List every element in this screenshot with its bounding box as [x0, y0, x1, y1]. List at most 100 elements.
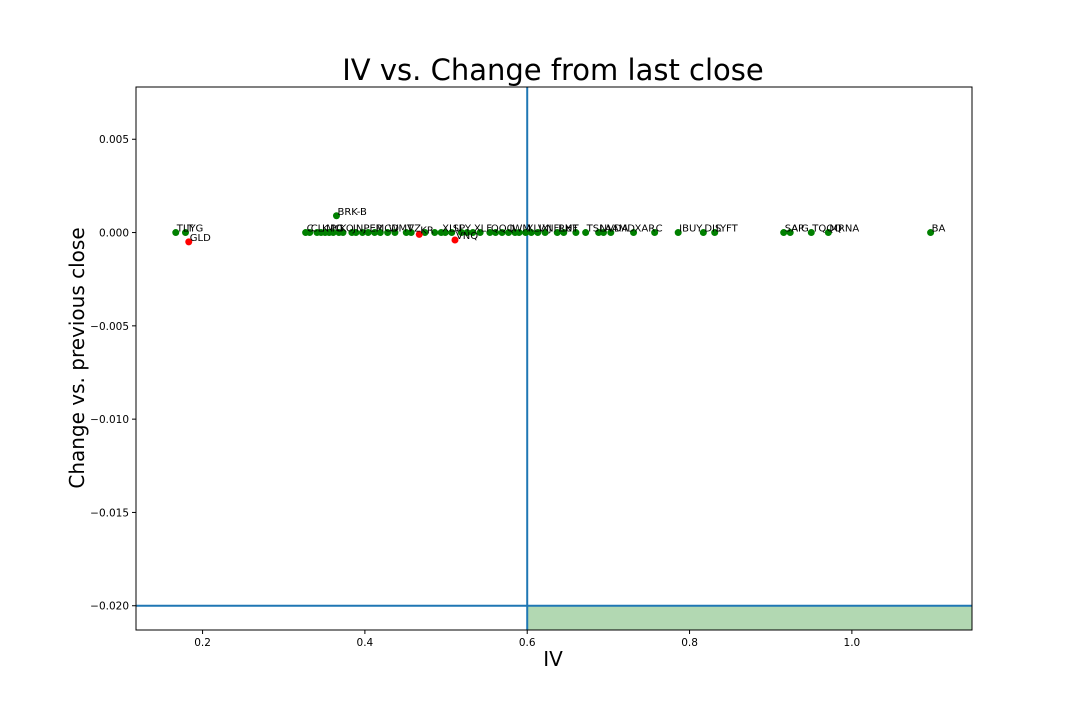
point-label: BRK-B: [337, 207, 367, 218]
data-point: [600, 229, 608, 237]
data-point: [371, 229, 379, 237]
point-label: XLF: [474, 224, 492, 235]
data-point: [505, 229, 513, 237]
point-label: QQQ: [491, 224, 515, 235]
data-point: [553, 229, 561, 237]
data-point: [492, 229, 500, 237]
point-label: NFLX: [546, 224, 572, 235]
x-tick-label: 0.2: [194, 637, 211, 649]
plot-frame: [135, 86, 973, 631]
data-point: [807, 229, 815, 237]
x-axis-label: IV: [543, 647, 563, 671]
highlight-region-layer: [527, 605, 972, 630]
threshold-lines: [136, 87, 972, 630]
y-tick-label: −0.010: [90, 414, 129, 426]
point-label: VZ: [407, 224, 421, 235]
data-point: [560, 229, 568, 237]
data-point: [572, 229, 580, 237]
data-point: [306, 229, 314, 237]
data-point: [522, 229, 530, 237]
data-point: [457, 229, 465, 237]
data-point: [674, 229, 682, 237]
data-point: [515, 229, 523, 237]
data-point: [527, 229, 535, 237]
point-label: AMD: [612, 224, 635, 235]
data-point: [463, 229, 471, 237]
point-label: SAP: [785, 224, 804, 235]
data-point: [348, 229, 356, 237]
data-point: [486, 229, 494, 237]
y-axis-label: Change vs. previous close: [65, 227, 89, 488]
data-point: [824, 229, 832, 237]
point-label: SPY: [453, 224, 472, 235]
chart-title: IV vs. Change from last close: [342, 53, 764, 87]
data-point: [541, 229, 549, 237]
data-point: [172, 229, 180, 237]
point-label: KR: [420, 225, 434, 236]
data-point: [448, 229, 456, 237]
point-label: WMT: [389, 224, 415, 235]
axis-ticks: 0.2 0.4 0.6 0.8 1.0 0.005 0.000 −0.005 −0.010 −0.…: [90, 134, 860, 649]
data-point: [391, 229, 399, 237]
point-label: IBUY: [679, 224, 703, 235]
data-point: [335, 229, 343, 237]
point-label: MCD: [376, 224, 400, 235]
data-point: [476, 229, 484, 237]
point-label: VNQ: [456, 231, 478, 242]
point-label: XLU: [442, 224, 461, 235]
data-point: [437, 229, 445, 237]
data-point: [582, 229, 590, 237]
point-label: MO: [326, 224, 343, 235]
data-point: [451, 236, 459, 244]
data-point: [407, 229, 415, 237]
point-label: DIS: [704, 224, 721, 235]
point-label: TQQQ: [811, 224, 842, 235]
point-label: XAR: [635, 224, 656, 235]
point-label: PG: [330, 224, 344, 235]
point-label: C: [307, 224, 314, 235]
point-label: KO: [340, 224, 354, 235]
data-point: [607, 229, 615, 237]
y-tick-label: 0.000: [99, 228, 129, 240]
data-point: [185, 238, 193, 246]
highlight-region: [527, 605, 972, 630]
data-point: [384, 229, 392, 237]
point-label: IYG: [187, 224, 204, 235]
data-point: [927, 229, 935, 237]
point-label: TLT: [176, 224, 194, 235]
point-label: XLV: [527, 224, 545, 235]
data-point: [595, 229, 603, 237]
data-point: [325, 229, 333, 237]
point-label: MRNA: [829, 224, 859, 235]
x-tick-label: 1.0: [844, 637, 861, 649]
point-label: IWM: [510, 224, 531, 235]
point-label: PEP: [363, 224, 381, 235]
point-label: NVDA: [600, 224, 629, 235]
data-point: [415, 230, 423, 238]
point-label: HF: [565, 224, 579, 235]
data-point: [498, 229, 506, 237]
x-tick-label: 0.4: [357, 637, 374, 649]
point-label: AIG: [791, 224, 809, 235]
point-label: RUT: [558, 224, 579, 235]
data-points: [172, 212, 935, 246]
data-point: [358, 229, 366, 237]
data-point: [469, 229, 477, 237]
point-label: LYFT: [716, 224, 739, 235]
y-tick-label: 0.005: [99, 134, 129, 146]
data-point: [630, 229, 638, 237]
data-point: [711, 229, 719, 237]
point-label: C: [656, 224, 663, 235]
data-point: [431, 229, 439, 237]
point-label: CL: [311, 224, 324, 235]
point-label: TSLA: [586, 224, 612, 235]
data-point: [421, 229, 429, 237]
data-point: [402, 229, 410, 237]
x-tick-label: 0.8: [681, 637, 698, 649]
data-point: [534, 229, 542, 237]
data-point: [364, 229, 372, 237]
y-tick-label: −0.020: [90, 601, 129, 613]
data-point: [780, 229, 788, 237]
